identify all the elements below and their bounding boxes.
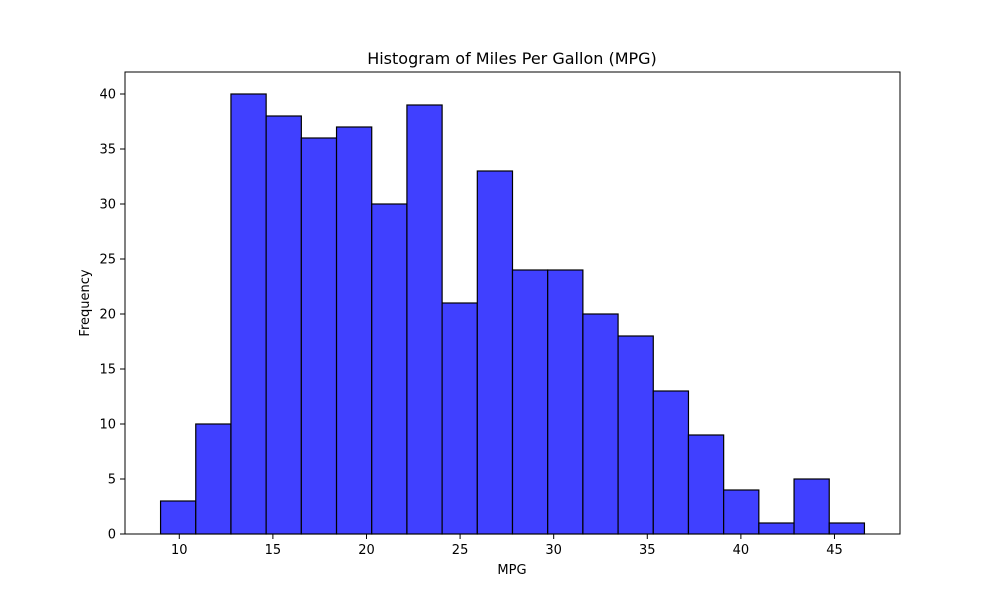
histogram-bar: [793, 478, 830, 535]
y-tick-label: 40: [99, 88, 116, 103]
histogram-bar: [617, 335, 654, 535]
y-tick-label: 35: [99, 143, 116, 158]
histogram-bar: [265, 115, 302, 535]
x-tick-label: 45: [826, 543, 843, 558]
y-tick-label: 30: [99, 198, 116, 213]
y-tick-label: 5: [108, 473, 116, 488]
x-tick-label: 40: [733, 543, 750, 558]
histogram-bar: [441, 302, 478, 535]
x-tick-label: 10: [171, 543, 188, 558]
histogram-bar: [230, 93, 267, 535]
histogram-bar: [652, 390, 690, 535]
histogram-bar: [300, 137, 338, 535]
histogram-bar: [195, 423, 232, 535]
histogram-bar: [828, 522, 866, 535]
histogram-bar: [159, 500, 197, 535]
histogram-bar: [758, 522, 795, 535]
y-tick-label: 20: [99, 308, 116, 323]
bars-group: [159, 93, 866, 535]
histogram-bar: [335, 126, 373, 535]
x-tick-label: 35: [639, 543, 656, 558]
histogram-bar: [511, 269, 549, 535]
x-axis-label: MPG: [497, 563, 526, 578]
plot-frame: [124, 71, 901, 535]
y-axis: 0 5 10 15 20 25 30 35 40: [99, 88, 125, 543]
y-tick-label: 10: [99, 418, 116, 433]
histogram-bar: [582, 313, 619, 535]
chart-title: Histogram of Miles Per Gallon (MPG): [367, 49, 657, 68]
y-tick-label: 15: [99, 363, 116, 378]
y-tick-label: 0: [108, 528, 116, 543]
y-tick-label: 25: [99, 253, 116, 268]
x-tick-label: 20: [358, 543, 375, 558]
histogram-bar: [687, 434, 725, 535]
histogram-bar: [723, 489, 760, 535]
histogram-bar: [371, 203, 408, 535]
x-tick-label: 15: [265, 543, 282, 558]
x-axis: 10 15 20 25 30 35 40 45: [171, 534, 843, 558]
x-tick-label: 30: [545, 543, 562, 558]
histogram-bar: [476, 170, 514, 535]
histogram-bar: [547, 269, 584, 535]
x-tick-label: 25: [452, 543, 469, 558]
histogram-bar: [406, 104, 443, 535]
y-axis-label: Frequency: [78, 269, 93, 336]
